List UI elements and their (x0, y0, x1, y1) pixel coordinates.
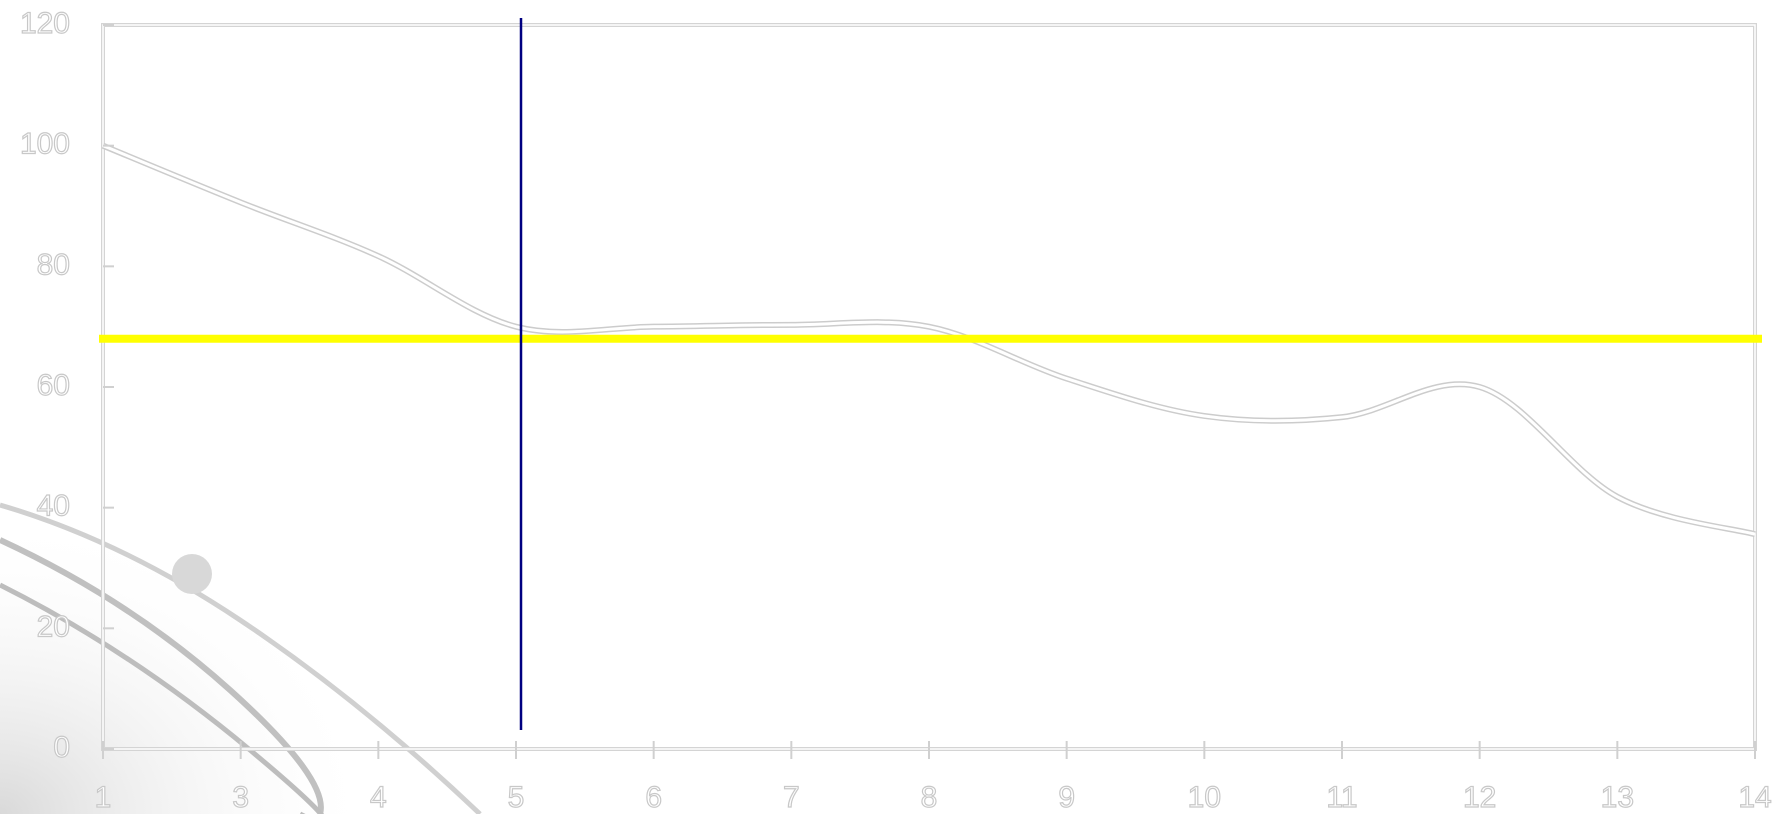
x-tick-label: 3 (232, 781, 249, 814)
decoration (0, 480, 482, 814)
x-tick-label: 6 (645, 781, 662, 814)
y-tick-label: 60 (37, 369, 70, 402)
series-line (102, 144, 1756, 536)
y-tick-label: 40 (37, 490, 70, 523)
y-tick-label: 120 (20, 7, 70, 40)
x-tick-label: 1 (95, 781, 112, 814)
x-tick-label: 5 (508, 781, 525, 814)
y-tick-label: 80 (37, 248, 70, 281)
x-tick-label: 12 (1463, 781, 1496, 814)
x-tick-label: 9 (1058, 781, 1075, 814)
y-tick-label: 0 (53, 731, 70, 764)
x-tick-label: 11 (1326, 781, 1357, 814)
x-tick-label: 7 (783, 781, 800, 814)
y-tick-label: 20 (37, 610, 70, 643)
x-tick-label: 14 (1738, 781, 1771, 814)
x-tick-label: 8 (921, 781, 938, 814)
x-tick-label: 13 (1601, 781, 1634, 814)
x-tick-label: 10 (1188, 781, 1221, 814)
x-tick-label: 4 (370, 781, 387, 814)
y-tick-label: 100 (20, 128, 70, 161)
